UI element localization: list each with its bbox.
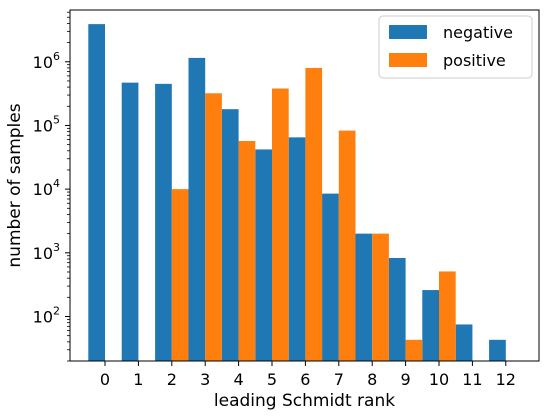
x-tick-label: 6 xyxy=(300,370,310,389)
bar-negative-9 xyxy=(388,257,406,361)
legend-swatch-positive xyxy=(389,53,427,67)
bar-positive-7 xyxy=(338,130,356,361)
bar-positive-4 xyxy=(238,140,256,361)
bar-positive-5 xyxy=(272,88,289,361)
bar-negative-2 xyxy=(155,83,172,361)
x-tick-label: 11 xyxy=(462,370,482,389)
y-tick-label: 103 xyxy=(33,241,60,263)
x-tick-label: 8 xyxy=(367,370,377,389)
bar-negative-11 xyxy=(455,324,473,361)
bar-positive-6 xyxy=(305,67,323,361)
y-tick-label: 102 xyxy=(33,304,60,326)
x-tick-label: 7 xyxy=(334,370,344,389)
bar-negative-4 xyxy=(221,109,239,361)
bars-group xyxy=(88,24,506,362)
y-tick-label: 104 xyxy=(33,177,60,199)
bar-positive-3 xyxy=(205,93,222,361)
y-axis-ticks: 102 103 104 105 106 xyxy=(33,11,70,362)
bar-negative-0 xyxy=(88,24,105,361)
bar-negative-3 xyxy=(188,57,206,362)
x-tick-label: 3 xyxy=(200,370,210,389)
legend-label-negative: negative xyxy=(443,23,513,42)
legend-swatch-negative xyxy=(389,25,427,39)
bar-negative-7 xyxy=(322,193,339,361)
x-tick-label: 0 xyxy=(100,370,110,389)
y-axis-label: number of samples xyxy=(5,103,25,267)
bar-negative-1 xyxy=(121,82,139,362)
x-axis-ticks: 0 1 2 3 4 5 6 7 8 9 10 11 12 xyxy=(100,361,516,389)
legend-label-positive: positive xyxy=(443,51,506,70)
bar-positive-2 xyxy=(171,189,189,361)
bar-positive-9 xyxy=(405,339,423,361)
plot-frame xyxy=(69,9,540,362)
bar-negative-10 xyxy=(422,290,439,361)
x-tick-label: 12 xyxy=(496,370,516,389)
bar-negative-12 xyxy=(489,339,506,361)
legend: negative positive xyxy=(378,15,533,79)
bar-negative-6 xyxy=(288,137,306,361)
y-tick-label: 105 xyxy=(33,113,60,135)
bar-positive-10 xyxy=(439,271,456,361)
x-tick-label: 10 xyxy=(429,370,449,389)
x-tick-label: 4 xyxy=(234,370,244,389)
bar-negative-8 xyxy=(355,233,373,361)
x-tick-label: 1 xyxy=(133,370,143,389)
x-tick-label: 2 xyxy=(167,370,177,389)
x-tick-label: 5 xyxy=(267,370,277,389)
x-tick-label: 9 xyxy=(401,370,411,389)
y-tick-label: 106 xyxy=(33,50,60,72)
bar-negative-5 xyxy=(255,149,272,361)
bar-positive-8 xyxy=(372,233,389,361)
x-axis-label: leading Schmidt rank xyxy=(214,391,395,411)
